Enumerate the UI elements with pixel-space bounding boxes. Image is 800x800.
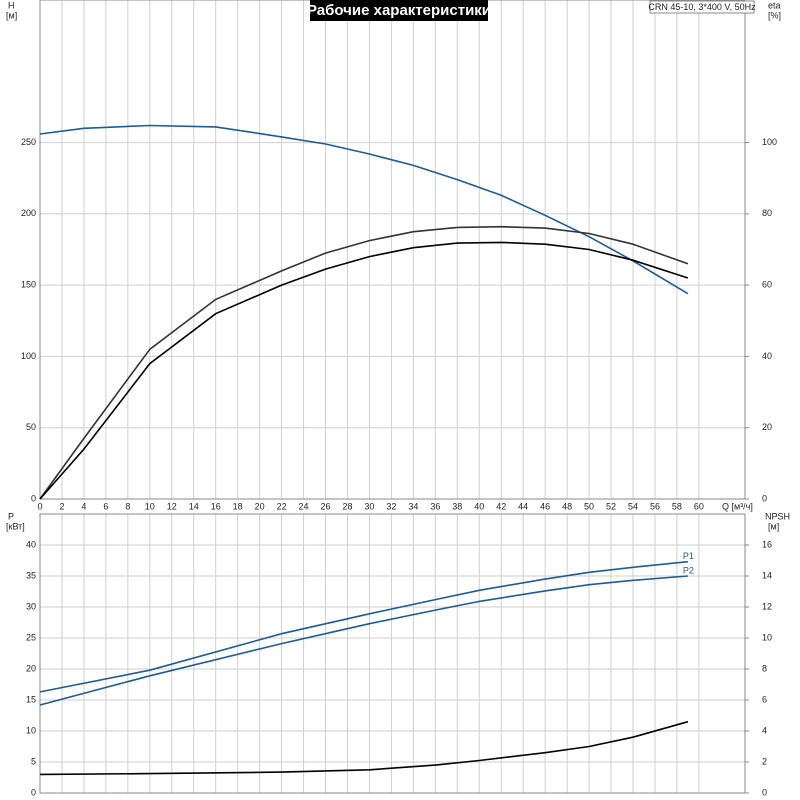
y-tick-label: 0 [31,787,36,797]
y-tick-label: 200 [21,208,36,218]
y2-axis-label: eta [768,0,781,10]
y-axis-label: H [8,0,15,10]
x-tick-label: 60 [694,501,704,511]
y2-tick-label: 2 [762,756,767,766]
plot-frame [39,513,746,794]
y2-tick-label: 6 [762,694,767,704]
y-tick-label: 5 [31,756,36,766]
x-tick-label: 28 [342,501,352,511]
y2-tick-label: 20 [762,422,772,432]
x-tick-label: 18 [233,501,243,511]
x-tick-label: 26 [321,501,331,511]
y-tick-label: 100 [21,351,36,361]
x-tick-label: 14 [189,501,199,511]
series-line [39,124,689,295]
y-tick-label: 15 [26,694,36,704]
x-tick-label: 52 [606,501,616,511]
y2-tick-label: 16 [762,539,772,549]
legend-label: P1 [683,551,694,561]
y-tick-label: 35 [26,570,36,580]
x-tick-label: 2 [59,501,64,511]
x-tick-label: 0 [37,501,42,511]
y2-tick-label: 8 [762,663,767,673]
x-tick-label: 24 [299,501,309,511]
y2-axis-label: NPSH [765,511,790,521]
x-tick-label: 6 [103,501,108,511]
x-tick-label: 4 [81,501,86,511]
y-tick-label: 25 [26,632,36,642]
title-box [310,0,488,21]
x-tick-label: 50 [584,501,594,511]
y2-tick-label: 80 [762,208,772,218]
x-tick-label: 22 [277,501,287,511]
chart-title: Рабочие характеристики [307,2,491,19]
x-tick-label: 16 [211,501,221,511]
x-tick-label: 54 [628,501,638,511]
x-tick-label: 20 [255,501,265,511]
y2-tick-label: 10 [762,632,772,642]
x-tick-label: 46 [540,501,550,511]
x-tick-label: 34 [408,501,418,511]
y-tick-label: 10 [26,725,36,735]
y2-tick-label: 12 [762,601,772,611]
y-tick-label: 250 [21,137,36,147]
x-tick-label: 48 [562,501,572,511]
y2-tick-label: 0 [762,493,767,503]
legend-label: P2 [683,565,694,575]
x-tick-label: 58 [672,501,682,511]
y-tick-label: 30 [26,601,36,611]
y2-tick-label: 14 [762,570,772,580]
y-tick-label: 40 [26,539,36,549]
x-tick-label: 44 [518,501,528,511]
x-tick-label: 30 [364,501,374,511]
y2-tick-label: 100 [762,137,777,147]
x-tick-label: 38 [452,501,462,511]
series-line [39,241,689,500]
x-tick-label: 12 [167,501,177,511]
y-tick-label: 20 [26,663,36,673]
y2-tick-label: 0 [762,787,767,797]
y-tick-label: 0 [31,493,36,503]
x-tick-label: 8 [125,501,130,511]
x-tick-label: 42 [496,501,506,511]
x-tick-label: 10 [145,501,155,511]
model-box [649,0,755,14]
model-label: CRN 45-10, 3*400 V, 50Hz [648,2,756,12]
series-line [39,575,688,706]
y2-axis-unit: [м] [768,521,779,531]
series-line [39,560,688,693]
y2-tick-label: 60 [762,280,772,290]
y-tick-label: 150 [21,280,36,290]
x-axis-label: Q [м³/ч] [722,501,753,511]
y2-tick-label: 40 [762,351,772,361]
series-line [39,225,689,500]
series-line [39,720,689,776]
x-tick-label: 36 [430,501,440,511]
y2-axis-unit: [%] [768,10,781,20]
x-tick-label: 40 [474,501,484,511]
y2-tick-label: 4 [762,725,767,735]
x-tick-label: 56 [650,501,660,511]
y-axis-unit: [м] [6,10,17,20]
y-axis-unit: [кВт] [6,521,25,531]
y-tick-label: 50 [26,422,36,432]
y-axis-label: P [8,511,14,521]
x-tick-label: 32 [386,501,396,511]
plot-frame [39,0,746,500]
